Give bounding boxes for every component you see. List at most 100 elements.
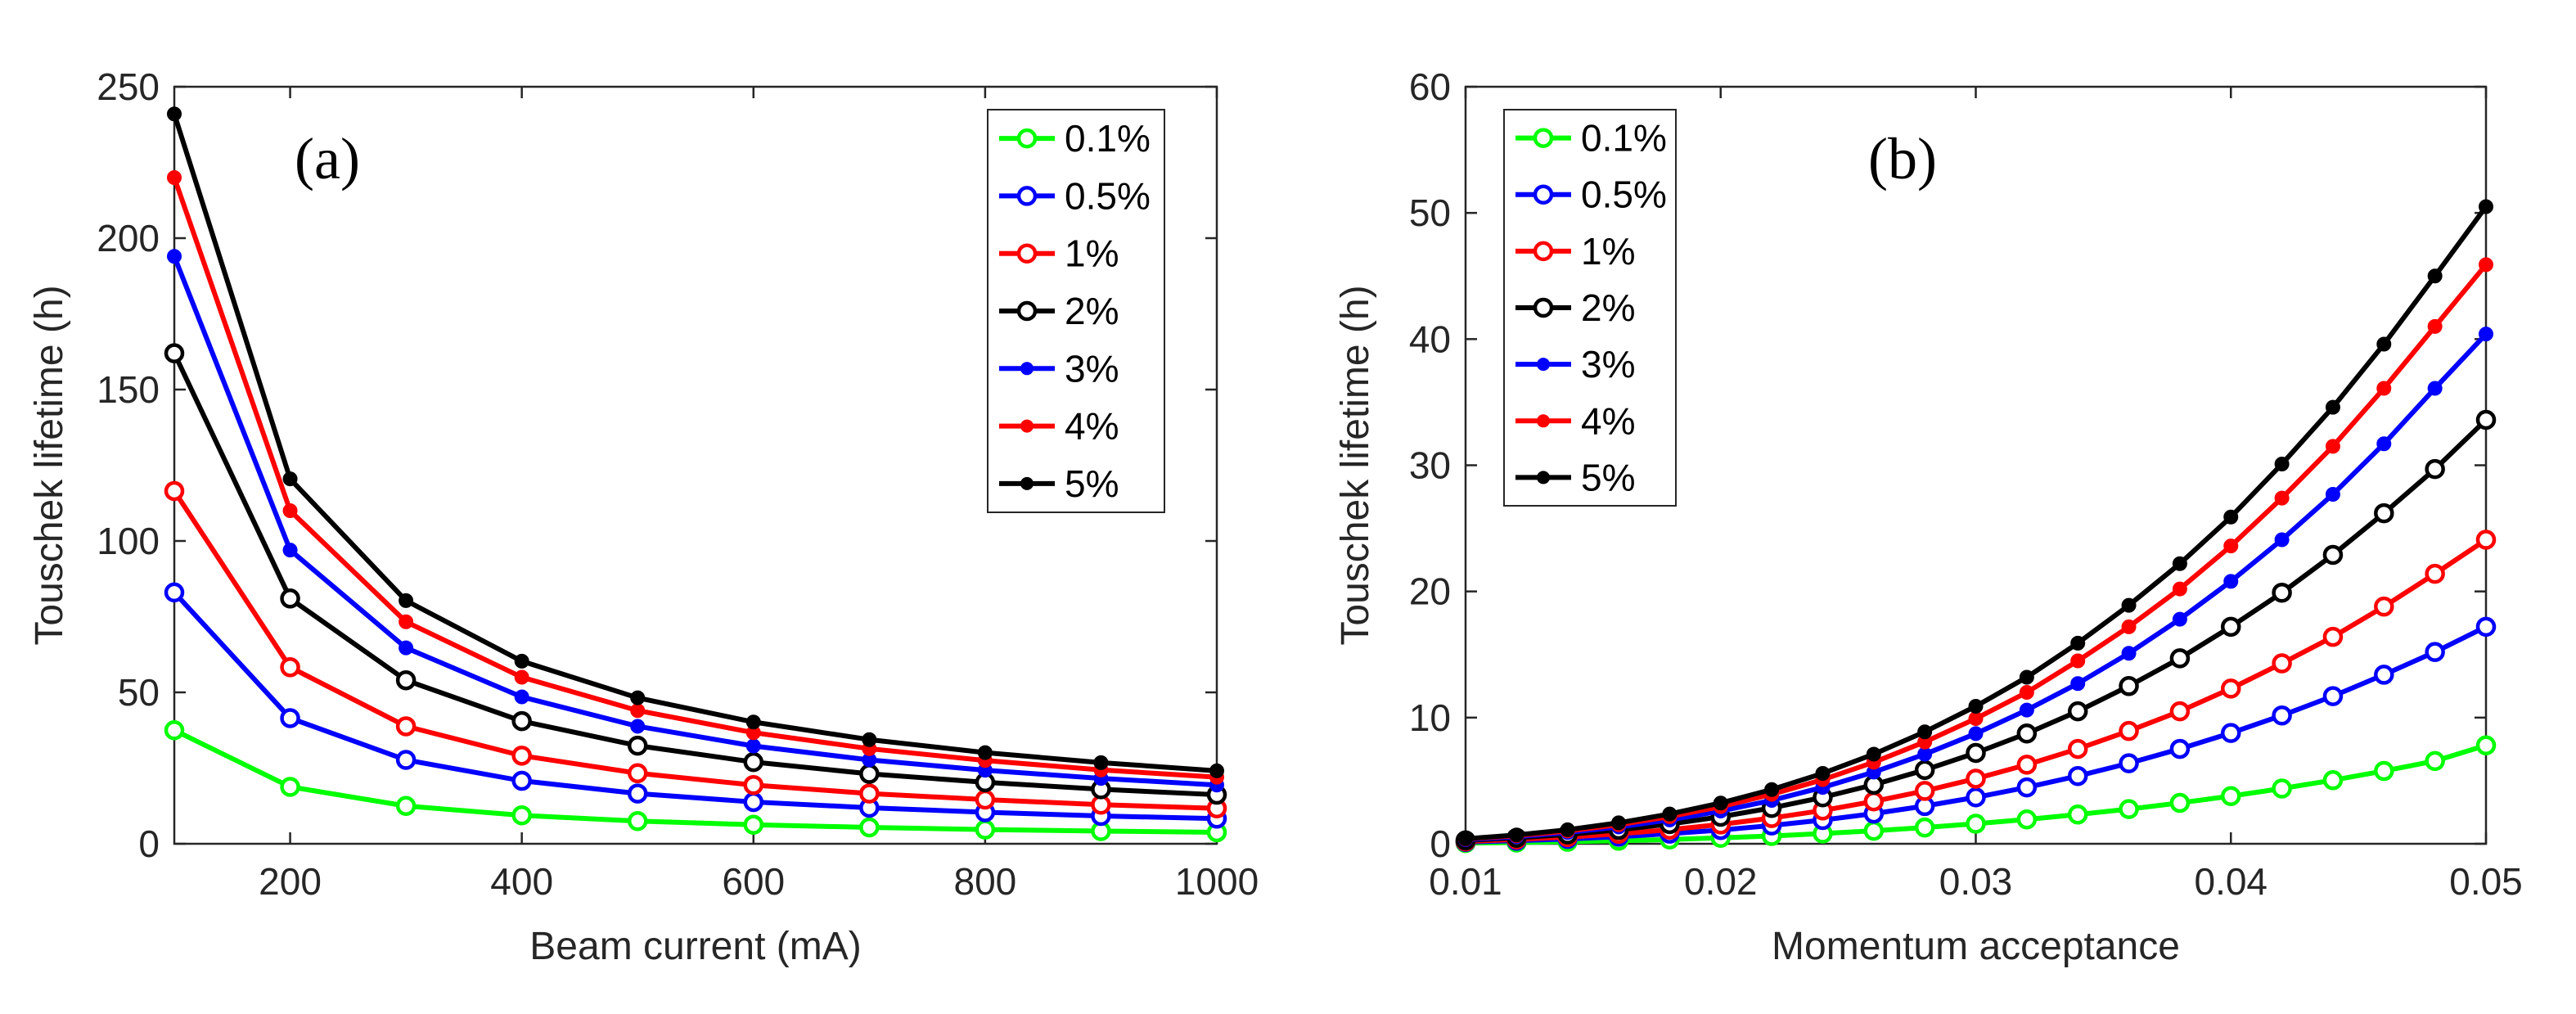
data-point — [1968, 698, 1984, 714]
data-point — [2016, 723, 2038, 744]
data-point — [164, 480, 185, 502]
data-point — [630, 690, 646, 705]
data-point — [167, 170, 182, 185]
data-point — [2169, 701, 2191, 722]
legend-marker — [1020, 419, 1034, 433]
data-point — [1914, 817, 1935, 838]
data-point — [2272, 778, 2292, 799]
data-point — [975, 819, 996, 840]
data-point — [2067, 804, 2088, 825]
data-point — [2427, 381, 2443, 396]
data-point — [2374, 665, 2394, 685]
series-4pct — [167, 170, 1224, 785]
legend-label: 4% — [1065, 405, 1119, 448]
series-line — [173, 728, 1218, 835]
x-tick-label: 0.01 — [1429, 860, 1502, 903]
data-point — [2274, 490, 2290, 506]
legend-item: 4% — [999, 405, 1119, 448]
data-point — [2322, 686, 2344, 706]
legend-label: 5% — [1065, 462, 1119, 505]
legend-item: 5% — [999, 462, 1119, 505]
data-point — [2223, 509, 2239, 525]
data-point — [859, 764, 880, 784]
data-point — [2067, 765, 2088, 786]
legend-marker — [1020, 476, 1034, 490]
data-point — [1968, 726, 1984, 741]
y-tick-label: 100 — [97, 520, 160, 562]
data-point — [2374, 502, 2394, 524]
data-point — [2475, 530, 2497, 550]
legend-label: 0.5% — [1581, 174, 1667, 216]
data-point — [2475, 616, 2497, 638]
y-axis-label: Touschek lifetime (h) — [28, 285, 71, 645]
data-point — [280, 777, 300, 797]
data-point — [399, 593, 414, 608]
data-point — [2479, 327, 2493, 342]
data-point — [743, 814, 764, 835]
legend-label: 0.5% — [1065, 174, 1151, 217]
data-point — [2272, 653, 2292, 674]
legend-marker — [1016, 128, 1038, 149]
legend-marker — [1016, 243, 1038, 264]
x-tick-label: 800 — [954, 860, 1017, 903]
data-point — [2070, 635, 2086, 651]
series-0-1pct — [164, 720, 1227, 843]
x-tick-label: 0.04 — [2194, 860, 2268, 903]
data-point — [1966, 742, 1986, 764]
data-point — [2169, 648, 2191, 669]
x-tick-label: 200 — [259, 860, 322, 903]
series-5pct — [1458, 199, 2493, 846]
data-point — [2172, 556, 2187, 571]
data-point — [164, 343, 185, 363]
data-point — [1662, 806, 1678, 822]
data-point — [2427, 318, 2443, 334]
data-point — [2019, 669, 2034, 685]
legend-item: 0.1% — [999, 117, 1151, 160]
data-point — [2479, 257, 2493, 273]
data-point — [627, 811, 648, 831]
data-point — [1917, 724, 1933, 740]
legend: 0.1% 0.5% 1% 2% 3% 4% 5% — [987, 109, 1165, 513]
legend-label: 2% — [1581, 286, 1635, 329]
data-point — [1713, 795, 1728, 811]
data-point — [627, 735, 648, 756]
data-point — [1764, 782, 1780, 797]
legend-item: 0.5% — [999, 174, 1151, 217]
series-5pct — [167, 106, 1224, 778]
data-point — [2325, 399, 2340, 415]
data-point — [511, 746, 532, 766]
data-point — [743, 791, 764, 813]
data-point — [1509, 827, 1524, 843]
data-point — [2274, 532, 2290, 548]
y-tick-label: 10 — [1409, 696, 1451, 739]
data-point — [280, 708, 300, 728]
data-point — [627, 783, 648, 804]
x-tick-label: 600 — [722, 860, 785, 903]
data-point — [2475, 735, 2497, 755]
data-point — [1611, 815, 1627, 831]
legend-label: 0.1% — [1581, 117, 1667, 160]
legend-marker — [1537, 358, 1550, 372]
plot-area-box — [173, 85, 1218, 845]
data-point — [2322, 626, 2344, 647]
data-point — [1914, 781, 1935, 801]
legend-item: 2% — [999, 290, 1119, 332]
legend-item: 0.5% — [1515, 174, 1667, 216]
legend-item: 1% — [999, 232, 1119, 275]
data-point — [399, 640, 414, 656]
data-point — [164, 582, 185, 603]
x-tick-label: 1000 — [1175, 860, 1259, 903]
x-tick-label: 0.05 — [2449, 860, 2523, 903]
data-point — [862, 732, 877, 747]
data-point — [2169, 738, 2191, 759]
data-point — [1560, 822, 1575, 837]
data-point — [2119, 753, 2139, 773]
legend-label: 3% — [1065, 347, 1119, 390]
data-point — [282, 543, 298, 558]
data-point — [2121, 646, 2137, 661]
data-point — [859, 783, 880, 804]
y-tick-label: 60 — [1409, 65, 1451, 108]
legend-label: 4% — [1581, 399, 1635, 442]
legend-item: 0.1% — [1515, 117, 1667, 160]
y-tick-label: 0 — [1430, 822, 1451, 865]
